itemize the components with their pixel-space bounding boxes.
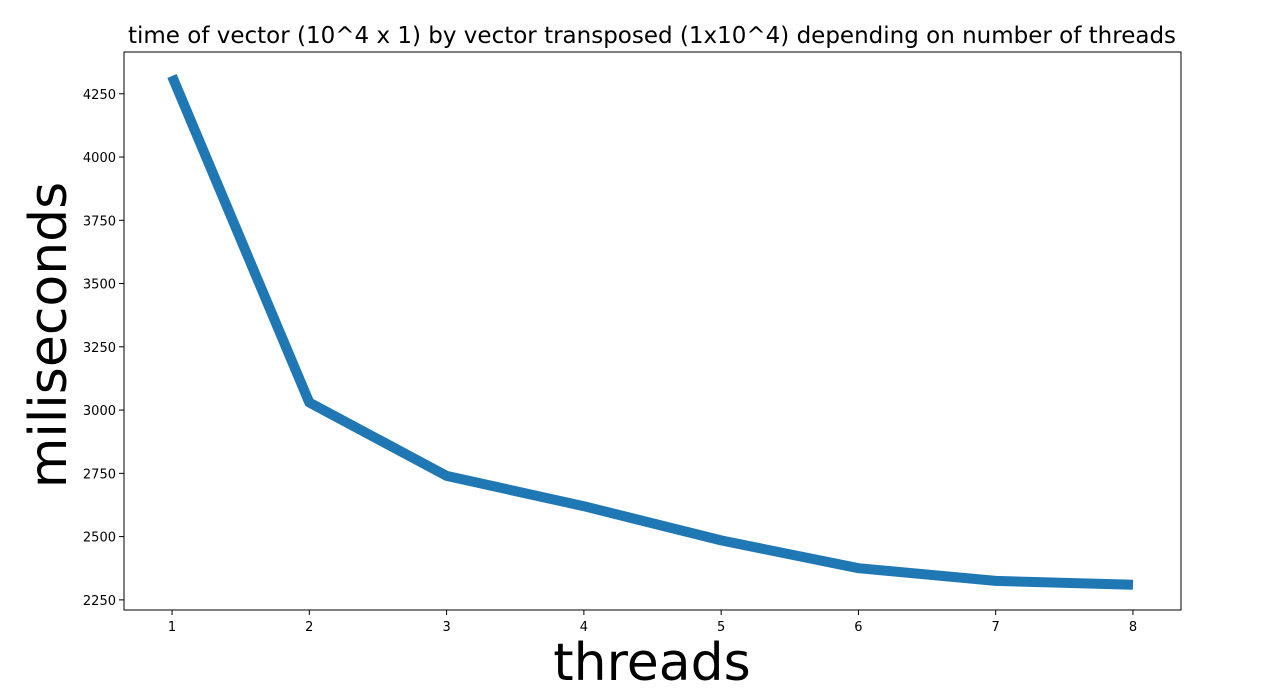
y-axis-label: miliseconds bbox=[19, 182, 79, 489]
x-tick-label: 1 bbox=[168, 620, 176, 635]
y-tick-label: 2250 bbox=[83, 594, 116, 609]
x-tick-label: 8 bbox=[1129, 620, 1137, 635]
x-tick-label: 4 bbox=[580, 620, 588, 635]
series-line bbox=[167, 74, 1134, 590]
x-tick-label: 7 bbox=[992, 620, 1000, 635]
y-tick-label: 3000 bbox=[83, 404, 116, 419]
y-tick-label: 3250 bbox=[83, 341, 116, 356]
y-tick-label: 4250 bbox=[83, 88, 116, 103]
plot-area bbox=[123, 51, 1182, 611]
x-axis: 1 2 3 4 5 6 7 8 bbox=[168, 610, 1137, 635]
y-tick-label: 3750 bbox=[83, 214, 116, 229]
y-tick-label: 2500 bbox=[83, 531, 116, 546]
y-tick-label: 3500 bbox=[83, 278, 116, 293]
x-tick-label: 5 bbox=[717, 620, 725, 635]
y-axis: 2250 2500 2750 3000 3250 3500 3750 4000 4250 bbox=[83, 88, 124, 609]
x-tick-label: 6 bbox=[854, 620, 862, 635]
series-layer bbox=[167, 74, 1134, 590]
chart-title: time of vector (10^4 x 1) by vector tran… bbox=[128, 23, 1176, 49]
x-axis-label: threads bbox=[553, 633, 751, 689]
y-tick-label: 4000 bbox=[83, 151, 116, 166]
x-tick-label: 2 bbox=[305, 620, 313, 635]
x-tick-label: 3 bbox=[442, 620, 450, 635]
y-tick-label: 2750 bbox=[83, 467, 116, 482]
